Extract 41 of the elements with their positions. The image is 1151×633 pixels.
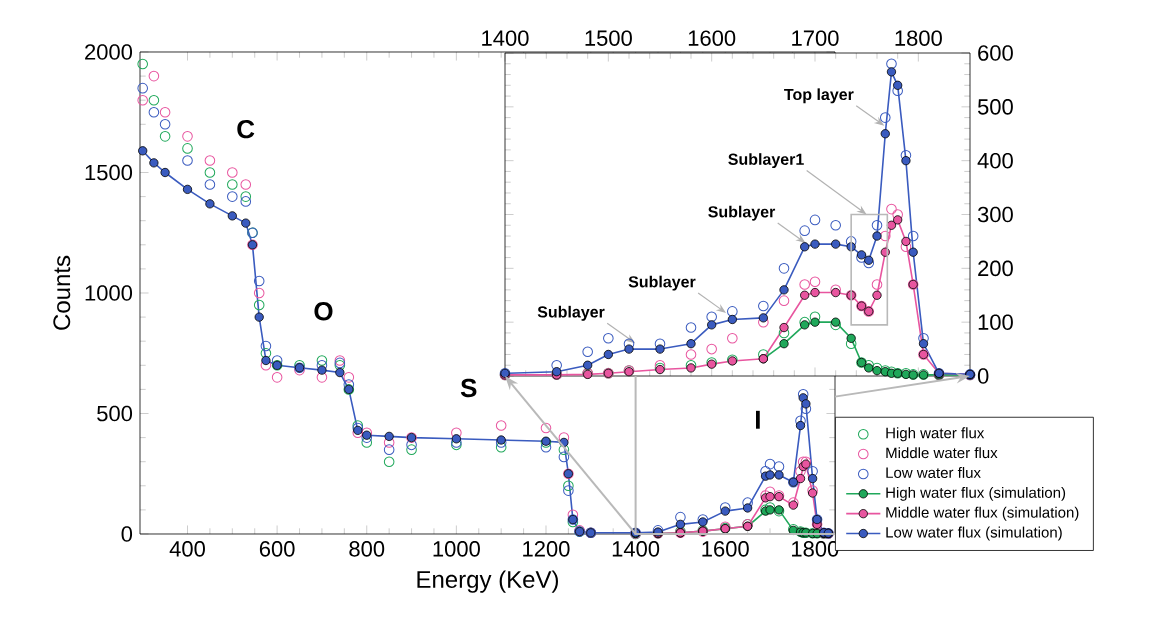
y-tick-label: 300 [977, 206, 1013, 223]
annotation: Sublayer [628, 275, 696, 291]
legend-label: High water flux [886, 427, 985, 442]
y-tick-label: 500 [97, 405, 133, 422]
annotation: O [314, 302, 333, 321]
legend-label: Low water flux [886, 467, 981, 479]
legend-label: Middle water flux [886, 447, 998, 459]
x-tick-label: 1500 [585, 30, 632, 46]
x-tick-label: 1700 [792, 30, 839, 46]
x-tick-label: 1400 [482, 30, 529, 46]
x-tick-label: 600 [259, 541, 295, 557]
annotation: Sublayer1 [728, 153, 804, 169]
y-tick-label: 400 [977, 152, 1013, 169]
y-tick-label: 500 [977, 99, 1013, 115]
annotation: Top layer [784, 88, 854, 104]
x-tick-label: 1000 [433, 541, 480, 557]
y-tick-label: 200 [978, 260, 1013, 277]
x-tick-label: 1600 [688, 30, 736, 46]
x-tick-label: 800 [349, 541, 385, 557]
y-tick-label: 1500 [85, 164, 133, 181]
annotation: I [755, 410, 760, 429]
annotation: S [460, 378, 477, 398]
x-tick-label: 1600 [702, 541, 749, 557]
legend-label: Middle water flux (simulation) [886, 506, 1079, 521]
y-axis-title: Counts [53, 255, 71, 330]
y-tick-label: 2000 [85, 44, 133, 60]
y-tick-label: 600 [978, 45, 1013, 61]
x-tick-label: 1800 [895, 30, 942, 46]
x-tick-label: 400 [169, 541, 205, 557]
x-tick-label: 1400 [612, 541, 660, 557]
x-axis-title: Energy (KeV) [417, 570, 558, 593]
y-tick-label: 0 [977, 368, 989, 384]
y-tick-label: 0 [121, 526, 133, 542]
legend-label: Low water flux (simulation) [886, 526, 1062, 541]
annotation: Sublayer [708, 205, 776, 221]
annotation: Sublayer [537, 305, 605, 321]
annotation: C [237, 119, 255, 139]
legend-label: High water flux (simulation) [886, 486, 1066, 501]
y-tick-label: 100 [978, 314, 1013, 330]
y-tick-label: 1000 [85, 285, 133, 301]
x-tick-label: 1200 [523, 541, 570, 557]
